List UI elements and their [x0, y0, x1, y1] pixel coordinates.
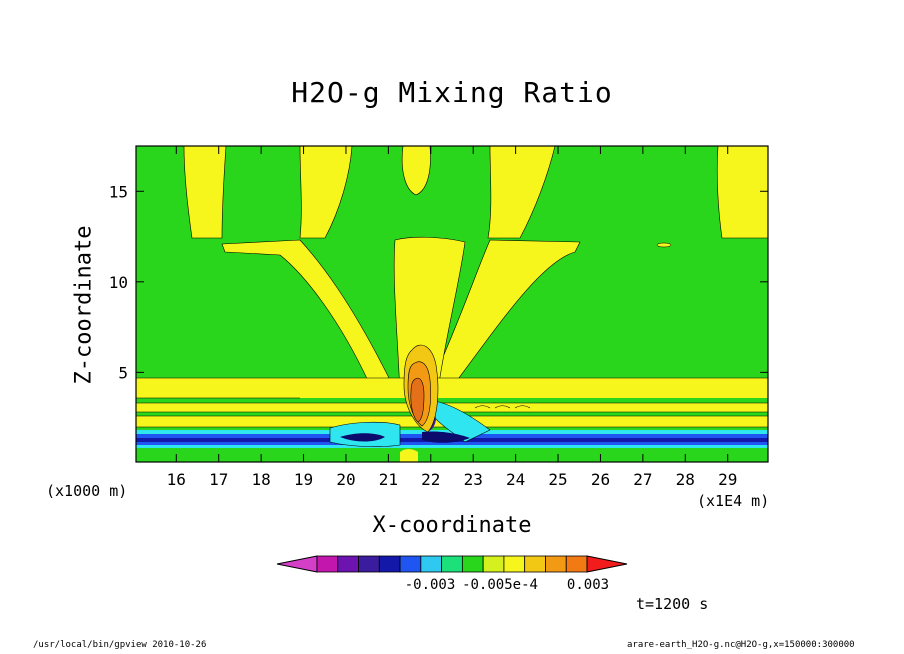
- x-axis-label: X-coordinate: [372, 513, 532, 538]
- x-tick-label: 24: [506, 470, 525, 489]
- x-axis: 16 17 18 19 20 21 22 23 24 25 26 27 28 29: [167, 146, 737, 489]
- low-band-1: [136, 378, 768, 398]
- plot-frame: [135, 145, 769, 463]
- colorbar-cell: [399, 555, 422, 573]
- colorbar-cell: [337, 555, 359, 573]
- colorbar-cell: [420, 555, 443, 573]
- time-annotation: t=1200 s: [636, 595, 709, 613]
- colorbar-label-mid: -0.005e-4: [462, 577, 538, 593]
- x-tick-label: 21: [379, 470, 398, 489]
- orange-core: [410, 377, 425, 423]
- x-tick-label: 16: [167, 470, 186, 489]
- colorbar-cell: [482, 555, 505, 573]
- colorbar: [276, 555, 628, 573]
- colorbar-cell: [316, 555, 339, 573]
- plume-center-right-upper: [487, 146, 556, 239]
- chart-title: H2O-g Mixing Ratio: [291, 76, 613, 109]
- plume-right-upper: [716, 146, 768, 239]
- x-unit-note: (x1E4 m): [697, 492, 770, 510]
- colorbar-cell: [461, 555, 484, 573]
- colorbar-label-pos: 0.003: [566, 577, 610, 593]
- colorbar-cell: [545, 555, 567, 573]
- footer-source: arare-earth_H2O-g.nc@H2O-g,x=150000:3000…: [627, 640, 855, 650]
- x-tick-label: 25: [548, 470, 567, 489]
- y-axis: 5 10 15: [109, 182, 768, 382]
- y-tick-label: 5: [118, 363, 128, 382]
- navy-core-right: [422, 431, 470, 443]
- colorbar-low-extend: [276, 555, 318, 573]
- navy-core-left: [340, 433, 385, 442]
- x-tick-label: 28: [676, 470, 695, 489]
- x-tick-label: 17: [209, 470, 228, 489]
- colorbar-cell: [358, 555, 380, 573]
- x-tick-label: 20: [336, 470, 355, 489]
- footer-command: /usr/local/bin/gpview 2010-10-26: [33, 640, 207, 650]
- y-unit-note: (x1000 m): [46, 482, 128, 500]
- x-tick-label: 19: [294, 470, 313, 489]
- blue-stripe-2: [136, 442, 768, 445]
- plume-left-upper: [183, 146, 227, 239]
- colorbar-cell: [524, 555, 546, 573]
- x-tick-label: 29: [718, 470, 737, 489]
- plume-center-left-upper: [299, 146, 353, 239]
- x-tick-label: 26: [591, 470, 610, 489]
- x-tick-label: 27: [633, 470, 652, 489]
- x-tick-label: 22: [421, 470, 440, 489]
- colorbar-high-extend: [586, 555, 628, 573]
- x-tick-label: 18: [251, 470, 270, 489]
- x-tick-label: 23: [464, 470, 483, 489]
- colorbar-cell: [441, 555, 463, 573]
- colorbar-label-neg: -0.003: [404, 577, 456, 593]
- cyan-stripe-2: [136, 445, 768, 448]
- y-tick-label: 10: [109, 273, 128, 292]
- y-tick-label: 15: [109, 182, 128, 201]
- small-isle: [656, 242, 672, 248]
- contour-field: [136, 146, 768, 462]
- colorbar-cell: [378, 555, 401, 573]
- colorbar-cell: [565, 555, 588, 573]
- colorbar-cell: [503, 555, 526, 573]
- y-axis-label: Z-coordinate: [71, 225, 97, 385]
- surface-yellow: [400, 449, 418, 462]
- plume-top-center: [401, 146, 431, 196]
